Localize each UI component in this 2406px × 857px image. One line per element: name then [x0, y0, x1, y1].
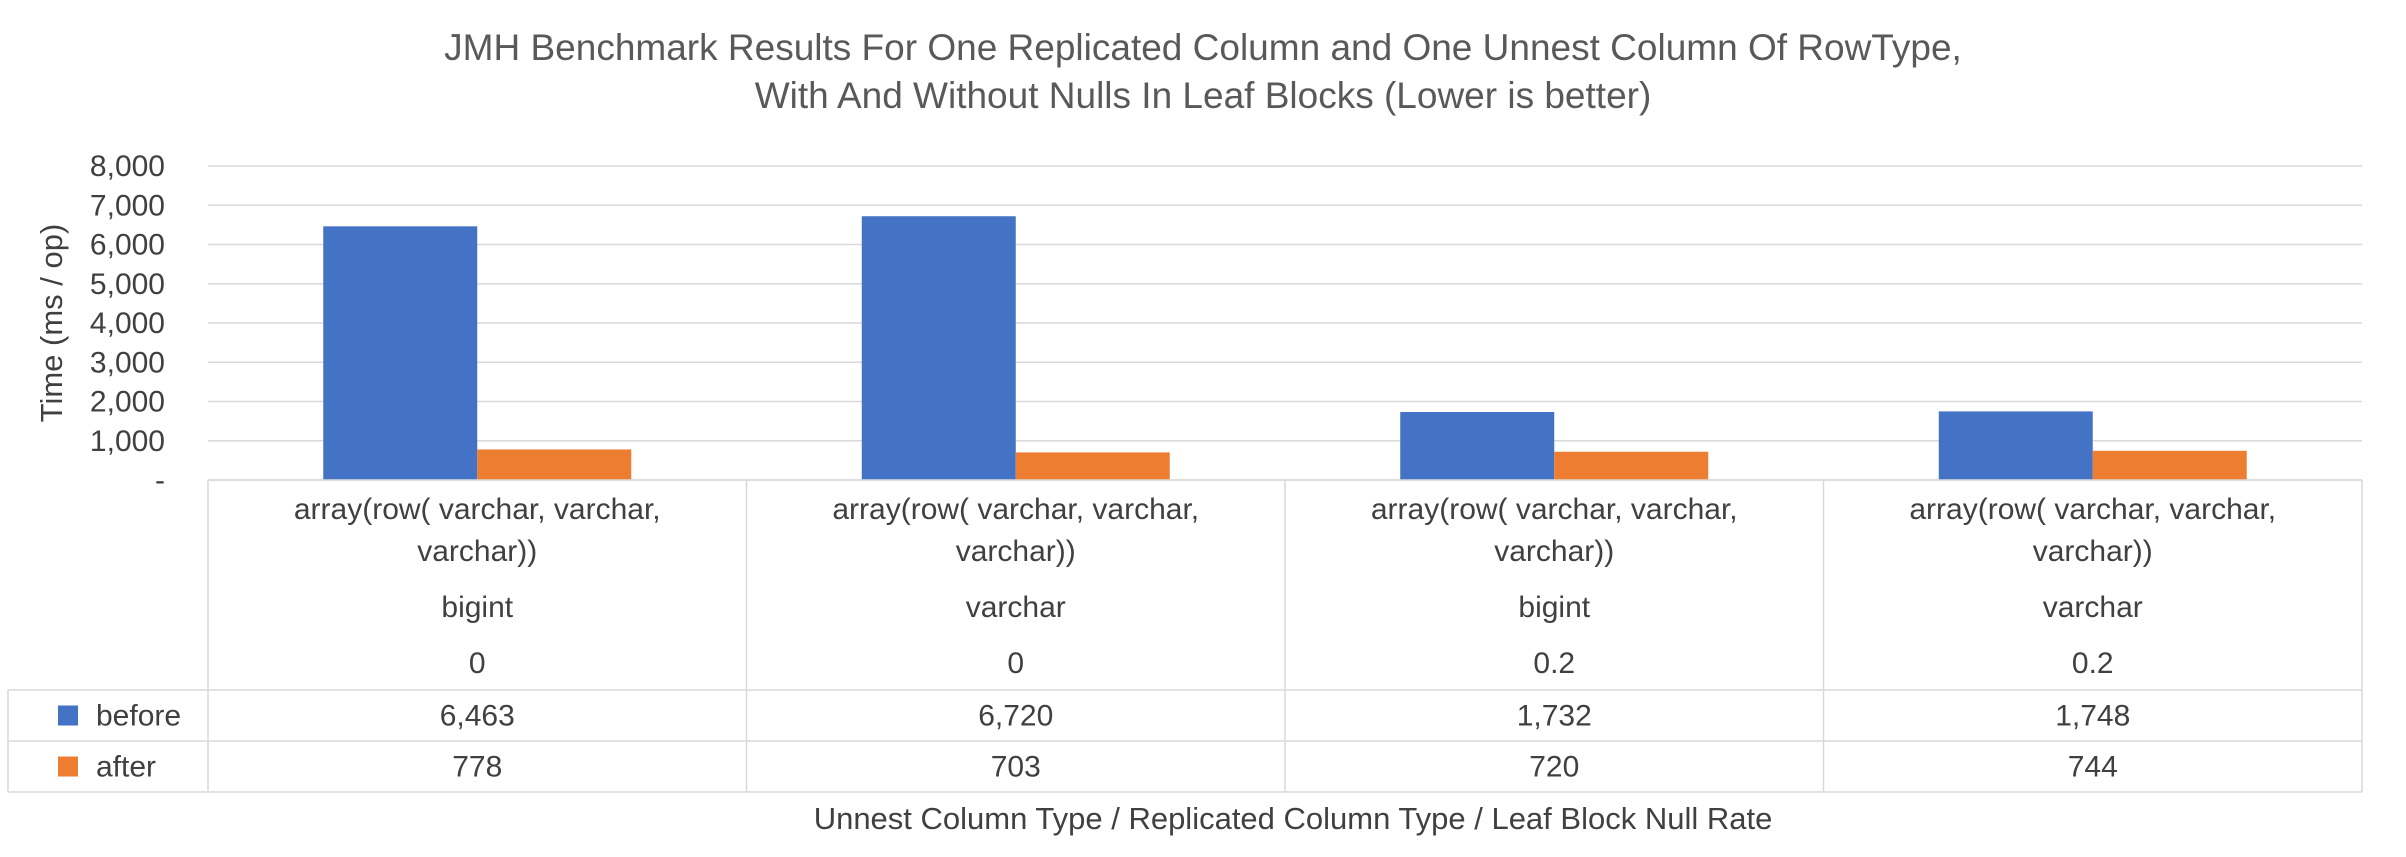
bar-after: [2092, 450, 2247, 480]
x-tick-label: 0.2: [1533, 647, 1575, 680]
x-tick-label: array(row( varchar, varchar,: [294, 493, 661, 526]
bar-after: [1554, 451, 1709, 480]
data-table: array(row( varchar, varchar, varchar)) big…: [7, 479, 2363, 793]
x-tick-label: array(row( varchar, varchar,: [1909, 493, 2276, 526]
y-axis-label: Time (ms / op): [34, 224, 69, 423]
legend-label: before: [96, 700, 181, 733]
x-tick-label: varchar: [2043, 591, 2143, 624]
y-tick-label: 7,000: [90, 189, 165, 222]
x-tick-label: varchar: [966, 591, 1066, 624]
y-axis-ticks: - 1,000 2,000 3,000 4,000 5,000 6,000 7,000 8,00…: [90, 150, 165, 497]
y-tick-label: 3,000: [90, 346, 165, 379]
y-tick-label: 2,000: [90, 386, 165, 419]
data-label-after: 720: [1529, 751, 1579, 784]
bars: [323, 216, 2247, 481]
x-tick-label: varchar)): [956, 535, 1076, 568]
bar-before: [861, 216, 1016, 481]
x-tick-label: varchar)): [417, 535, 537, 568]
legend-label: after: [96, 751, 156, 784]
y-tick-label: 1,000: [90, 425, 165, 458]
gridlines: [208, 165, 2362, 481]
x-tick-label: 0: [469, 647, 486, 680]
chart-title: JMH Benchmark Results For One Replicated…: [444, 27, 1962, 116]
x-tick-label: array(row( varchar, varchar,: [832, 493, 1199, 526]
y-tick-label: 5,000: [90, 268, 165, 301]
x-tick-label: bigint: [441, 591, 513, 624]
y-tick-label: 4,000: [90, 307, 165, 340]
data-label-after: 703: [991, 751, 1041, 784]
bar-after: [477, 449, 632, 480]
x-tick-label: bigint: [1518, 591, 1590, 624]
data-label-before: 1,748: [2055, 700, 2130, 733]
x-tick-label: array(row( varchar, varchar,: [1371, 493, 1738, 526]
bar-before: [323, 226, 478, 480]
data-label-before: 6,720: [978, 700, 1053, 733]
y-tick-label: 8,000: [90, 150, 165, 183]
legend-key-before: [58, 705, 78, 726]
data-label-after: 744: [2068, 751, 2118, 784]
x-tick-label: 0.2: [2072, 647, 2114, 680]
chart-title-line: JMH Benchmark Results For One Replicated…: [444, 27, 1962, 68]
data-label-after: 778: [452, 751, 502, 784]
bar-before: [1938, 411, 2093, 480]
bar-before: [1400, 412, 1555, 480]
data-label-before: 1,732: [1517, 700, 1592, 733]
y-tick-label: -: [155, 464, 165, 497]
x-tick-label: varchar)): [2033, 535, 2153, 568]
x-axis-label: Unnest Column Type / Replicated Column T…: [814, 801, 1773, 836]
chart-title-line: With And Without Nulls In Leaf Blocks (L…: [755, 75, 1652, 116]
bar-after: [1015, 452, 1170, 480]
data-label-before: 6,463: [440, 700, 515, 733]
x-tick-label: 0: [1007, 647, 1024, 680]
legend-key-after: [58, 756, 78, 777]
y-tick-label: 6,000: [90, 229, 165, 262]
x-tick-label: varchar)): [1494, 535, 1614, 568]
